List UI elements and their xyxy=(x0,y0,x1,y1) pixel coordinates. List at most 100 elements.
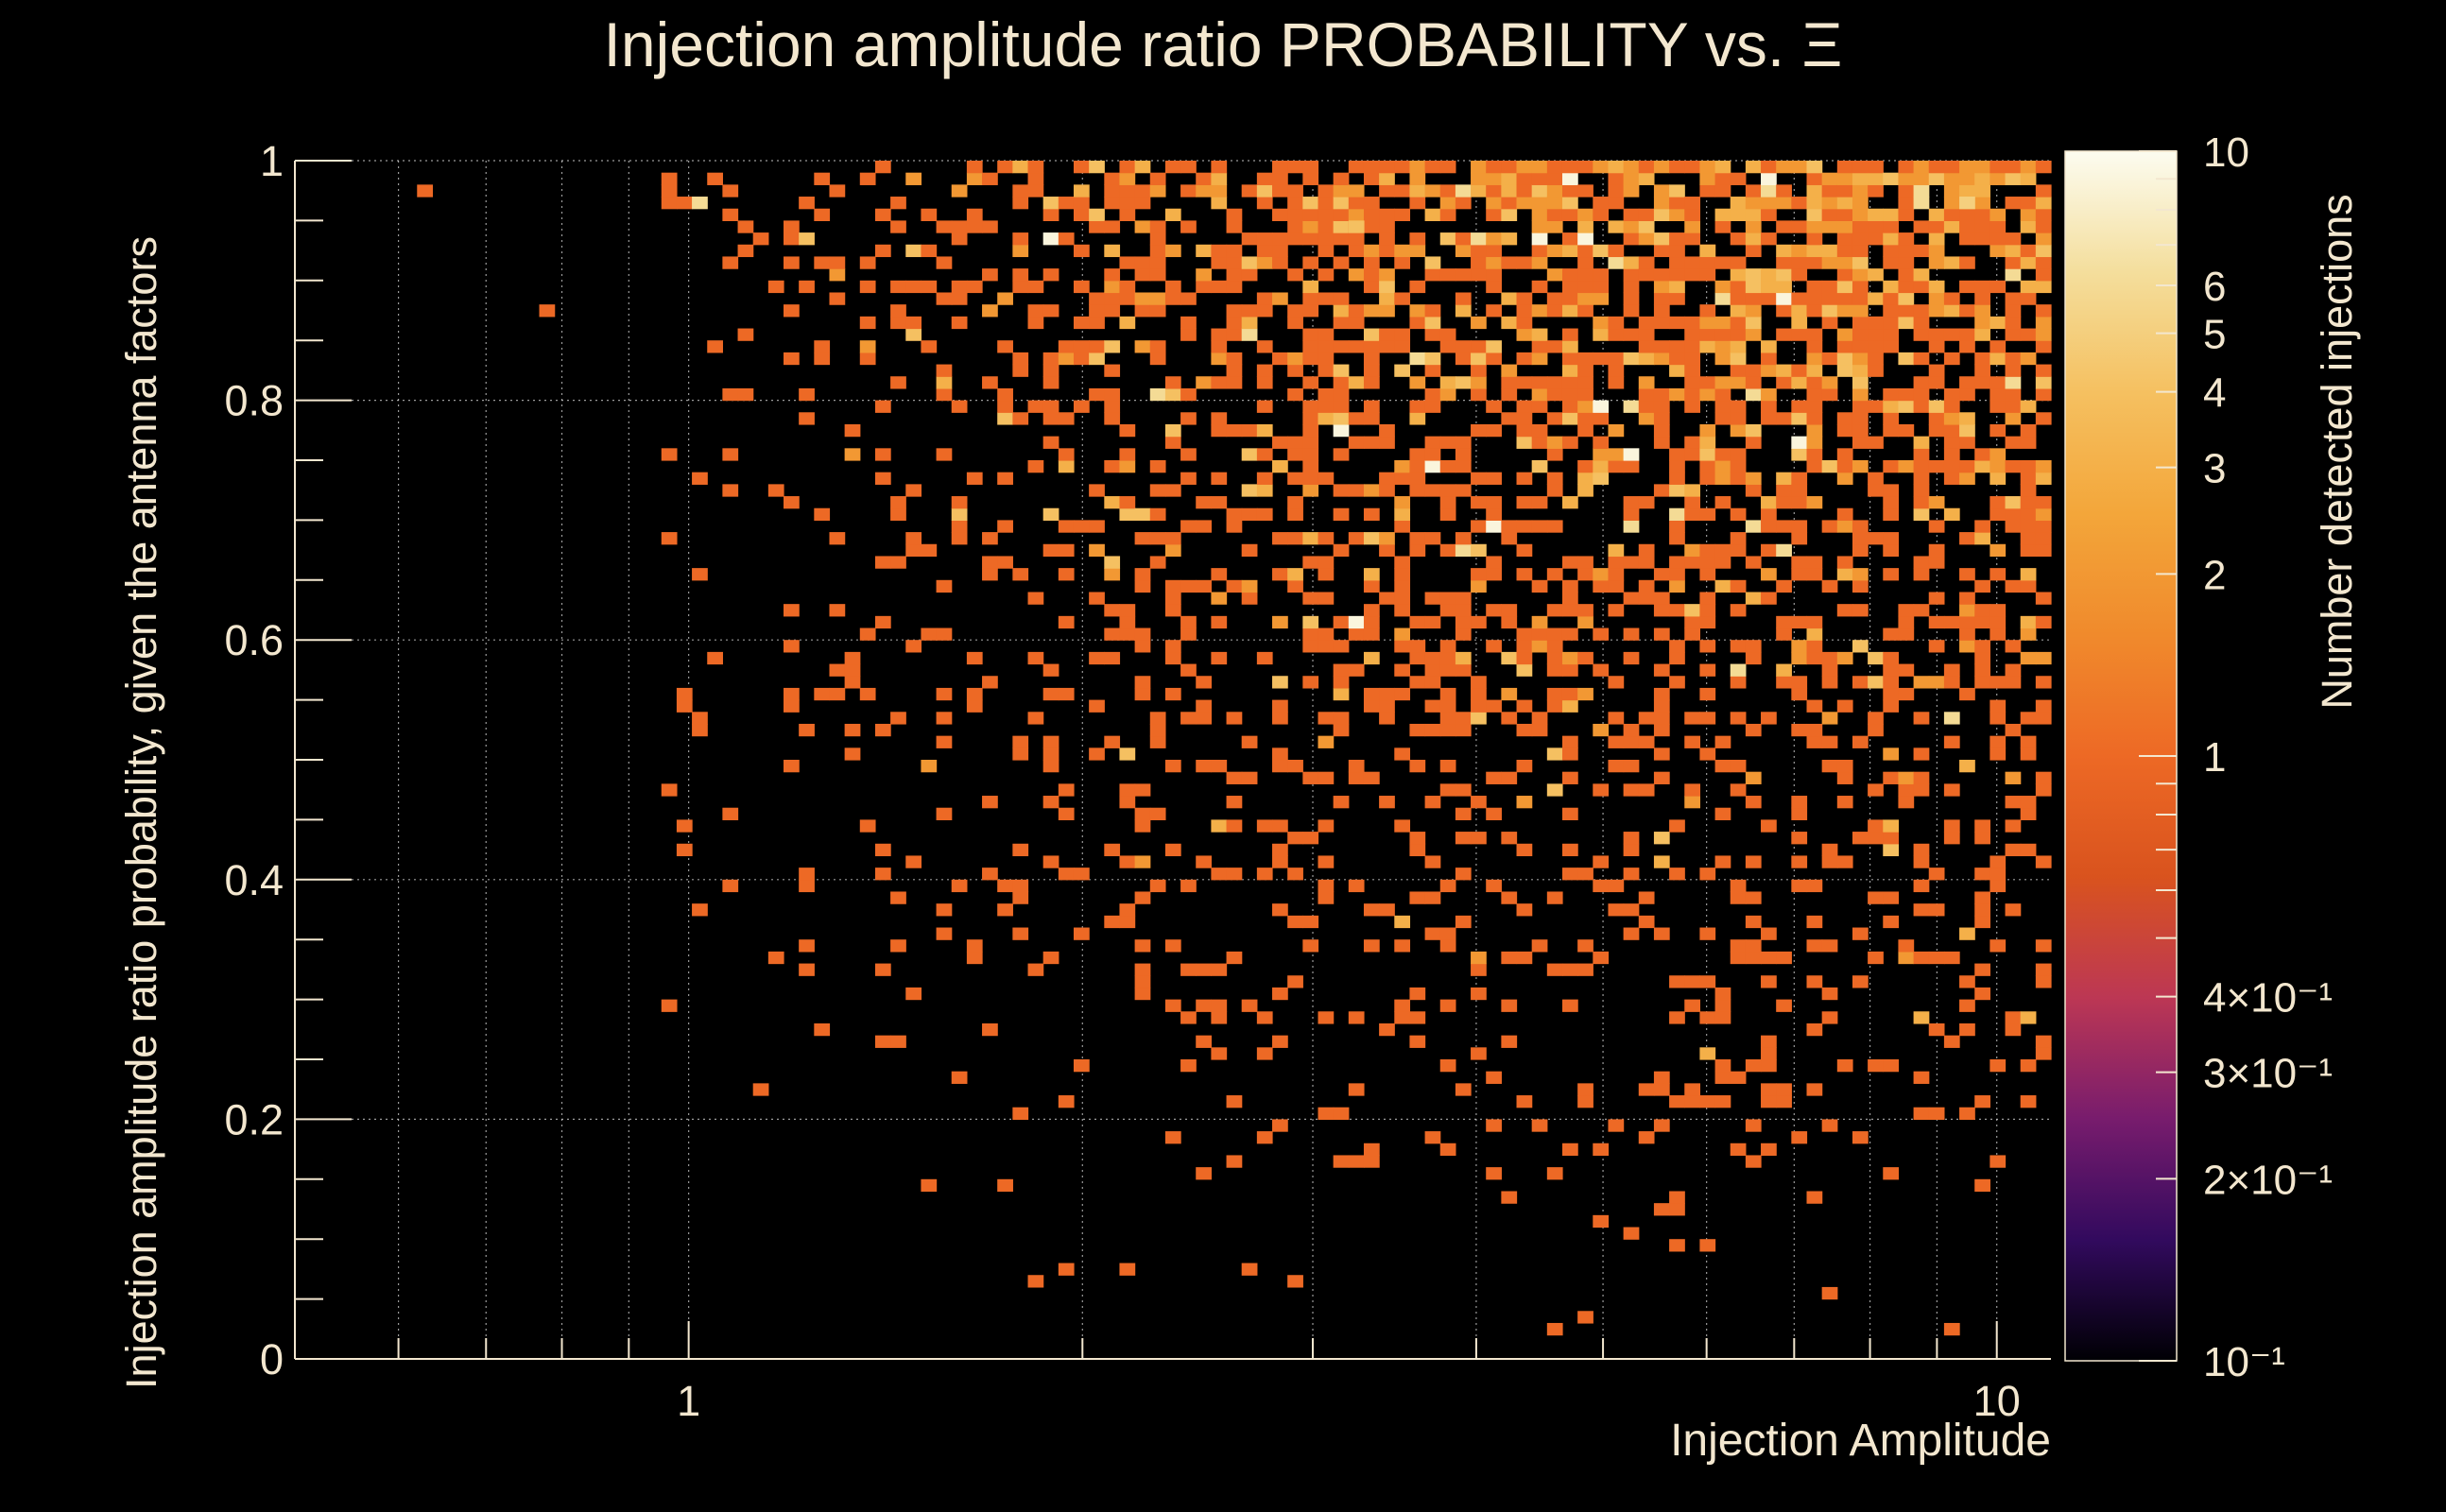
heatmap-cell xyxy=(1714,472,1731,485)
heatmap-cell xyxy=(1638,400,1655,413)
heatmap-cell xyxy=(1073,161,1090,174)
heatmap-cell xyxy=(1883,208,1900,221)
heatmap-cell xyxy=(1623,1227,1640,1240)
heatmap-cell xyxy=(1913,448,1930,461)
heatmap-cell xyxy=(1119,172,1136,185)
heatmap-cell xyxy=(1196,376,1212,389)
heatmap-cell xyxy=(2020,579,2037,593)
heatmap-cell xyxy=(1806,423,1823,438)
heatmap-cell xyxy=(1012,197,1029,210)
heatmap-cell xyxy=(1745,472,1762,485)
heatmap-cell xyxy=(1974,220,1990,233)
heatmap-cell xyxy=(1424,723,1441,737)
heatmap-cell xyxy=(1653,161,1670,174)
heatmap-cell xyxy=(1089,543,1105,558)
heatmap-cell xyxy=(1211,423,1228,438)
heatmap-cell xyxy=(1439,999,1456,1012)
heatmap-cell xyxy=(1531,723,1548,737)
heatmap-cell xyxy=(1104,364,1121,377)
heatmap-cell xyxy=(1623,651,1640,665)
heatmap-cell xyxy=(1256,868,1273,881)
heatmap-cell xyxy=(1974,663,1990,677)
heatmap-cell xyxy=(1745,651,1762,665)
heatmap-cell xyxy=(1501,832,1518,845)
heatmap-cell xyxy=(1409,316,1426,330)
heatmap-cell xyxy=(936,387,953,402)
heatmap-cell xyxy=(997,903,1013,917)
heatmap-cell xyxy=(1959,975,1975,988)
heatmap-cell xyxy=(1531,161,1548,174)
heatmap-cell xyxy=(936,220,953,233)
heatmap-cell xyxy=(1302,412,1319,425)
heatmap-cell xyxy=(1119,208,1136,221)
heatmap-cell xyxy=(1424,796,1441,809)
heatmap-cell xyxy=(1638,496,1655,509)
heatmap-cell xyxy=(1943,735,1960,748)
heatmap-cell xyxy=(1318,328,1335,341)
heatmap-cell xyxy=(1333,220,1350,233)
heatmap-cell xyxy=(1730,292,1747,305)
heatmap-cell xyxy=(1730,256,1747,269)
heatmap-cell xyxy=(1164,161,1181,174)
heatmap-cell xyxy=(2035,975,2052,988)
heatmap-cell xyxy=(1471,568,1487,581)
heatmap-cell xyxy=(1379,328,1395,341)
heatmap-cell xyxy=(1791,292,1808,305)
heatmap-cell xyxy=(844,423,861,438)
heatmap-cell xyxy=(1439,604,1456,617)
heatmap-cell xyxy=(1272,532,1288,545)
heatmap-cell xyxy=(1959,232,1975,246)
heatmap-cell xyxy=(1546,387,1563,402)
heatmap-cell xyxy=(1821,197,1838,210)
heatmap-cell xyxy=(1776,496,1792,509)
heatmap-cell xyxy=(1012,412,1029,425)
heatmap-cell xyxy=(1638,316,1655,330)
heatmap-cell xyxy=(844,663,861,677)
heatmap-cell xyxy=(1561,963,1578,976)
heatmap-cell xyxy=(1852,579,1869,593)
heatmap-cell xyxy=(1577,556,1593,569)
heatmap-cell xyxy=(1806,184,1823,198)
heatmap-cell xyxy=(1455,268,1472,282)
heatmap-cell xyxy=(1348,316,1365,330)
heatmap-cell xyxy=(1149,484,1166,497)
heatmap-cell xyxy=(1379,532,1395,545)
heatmap-cell xyxy=(1761,507,1777,521)
heatmap-cell xyxy=(1577,387,1593,402)
heatmap-cell xyxy=(1394,747,1411,761)
heatmap-cell xyxy=(1913,604,1930,617)
heatmap-cell xyxy=(1868,472,1884,485)
heatmap-cell xyxy=(1363,532,1380,545)
heatmap-cell xyxy=(1776,412,1792,425)
heatmap-cell xyxy=(1455,1083,1472,1096)
heatmap-cell xyxy=(1913,387,1930,402)
heatmap-cell xyxy=(1868,232,1884,246)
heatmap-cell xyxy=(1745,184,1762,198)
heatmap-cell xyxy=(1455,448,1472,461)
heatmap-cell xyxy=(1561,771,1578,784)
heatmap-cell xyxy=(1531,244,1548,258)
heatmap-cell xyxy=(707,340,723,353)
heatmap-cell xyxy=(1486,232,1502,246)
heatmap-cell xyxy=(1913,676,1930,689)
heatmap-cell xyxy=(1959,184,1975,198)
heatmap-cell xyxy=(1806,460,1823,473)
heatmap-cell xyxy=(1363,651,1380,665)
heatmap-cell xyxy=(997,520,1013,533)
heatmap-cell xyxy=(1913,328,1930,341)
heatmap-cell xyxy=(1409,651,1426,665)
heatmap-cell xyxy=(1241,507,1258,521)
heatmap-cell xyxy=(1501,1191,1518,1204)
colorbar-tick-label: 2 xyxy=(2203,552,2226,598)
heatmap-cell xyxy=(1272,819,1288,833)
heatmap-cell xyxy=(1256,184,1273,198)
heatmap-cell xyxy=(1256,400,1273,413)
heatmap-cell xyxy=(2020,460,2037,473)
heatmap-cell xyxy=(2020,328,2037,341)
heatmap-cell xyxy=(1974,963,1990,976)
heatmap-cell xyxy=(905,172,922,185)
heatmap-cell xyxy=(1226,423,1243,438)
heatmap-cell xyxy=(1058,783,1075,797)
heatmap-cell xyxy=(1868,220,1884,233)
